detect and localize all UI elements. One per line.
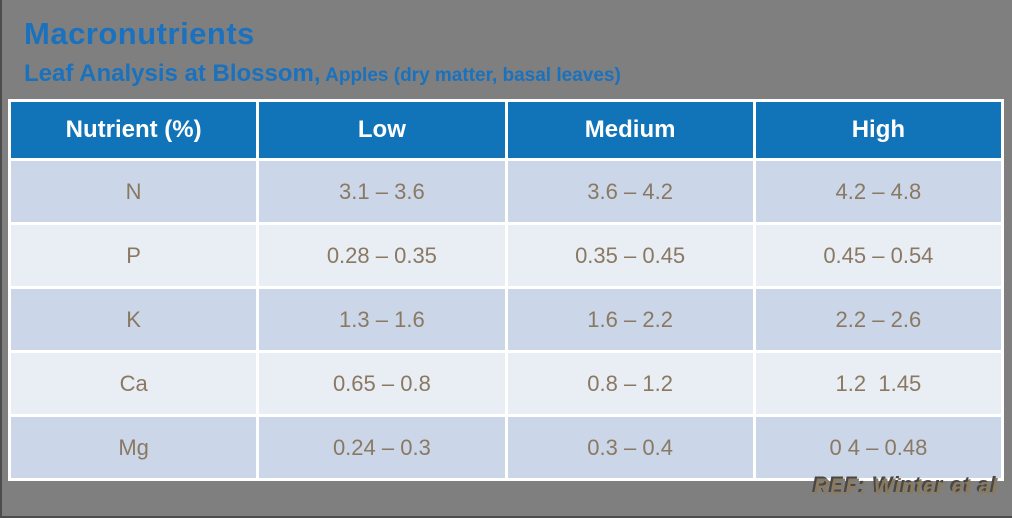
table-header-row: Nutrient (%) Low Medium High (11, 102, 1001, 158)
table-row: K 1.3 – 1.6 1.6 – 2.2 2.2 – 2.6 (11, 289, 1001, 350)
column-header-low: Low (259, 102, 505, 158)
subtitle-main: Leaf Analysis at Blossom, (24, 60, 321, 87)
table-row: Mg 0.24 – 0.3 0.3 – 0.4 0 4 – 0.48 (11, 417, 1001, 478)
high-value-cell: 2.2 – 2.6 (755, 289, 1001, 350)
high-value-cell: 0 4 – 0.48 (755, 417, 1001, 478)
medium-value-cell: 0.8 – 1.2 (507, 353, 753, 414)
medium-value-cell: 0.3 – 0.4 (507, 417, 753, 478)
column-header-high: High (755, 102, 1001, 158)
low-value-cell: 0.28 – 0.35 (259, 225, 505, 286)
low-value-cell: 0.24 – 0.3 (259, 417, 505, 478)
table-row: P 0.28 – 0.35 0.35 – 0.45 0.45 – 0.54 (11, 225, 1001, 286)
medium-value-cell: 1.6 – 2.2 (507, 289, 753, 350)
high-value-cell: 0.45 – 0.54 (755, 225, 1001, 286)
nutrient-cell: P (11, 225, 257, 286)
slide-title: Macronutrients (24, 16, 255, 51)
nutrient-cell: Mg (11, 417, 257, 478)
table-row: N 3.1 – 3.6 3.6 – 4.2 4.2 – 4.8 (11, 161, 1001, 222)
medium-value-cell: 3.6 – 4.2 (507, 161, 753, 222)
nutrient-table: Nutrient (%) Low Medium High N 3.1 – 3.6 3.6 … (8, 99, 1004, 481)
nutrient-cell: N (11, 161, 257, 222)
nutrient-cell: Ca (11, 353, 257, 414)
high-value-cell: 1.2 1.45 (755, 353, 1001, 414)
reference-note: REF: Winter et al (813, 474, 998, 499)
column-header-nutrient: Nutrient (%) (11, 102, 257, 158)
slide-subtitle: Leaf Analysis at Blossom, Apples (dry ma… (24, 60, 621, 88)
column-header-medium: Medium (507, 102, 753, 158)
subtitle-detail: Apples (dry matter, basal leaves) (320, 65, 621, 86)
medium-value-cell: 0.35 – 0.45 (507, 225, 753, 286)
low-value-cell: 3.1 – 3.6 (259, 161, 505, 222)
table-row: Ca 0.65 – 0.8 0.8 – 1.2 1.2 1.45 (11, 353, 1001, 414)
low-value-cell: 1.3 – 1.6 (259, 289, 505, 350)
nutrient-cell: K (11, 289, 257, 350)
low-value-cell: 0.65 – 0.8 (259, 353, 505, 414)
high-value-cell: 4.2 – 4.8 (755, 161, 1001, 222)
